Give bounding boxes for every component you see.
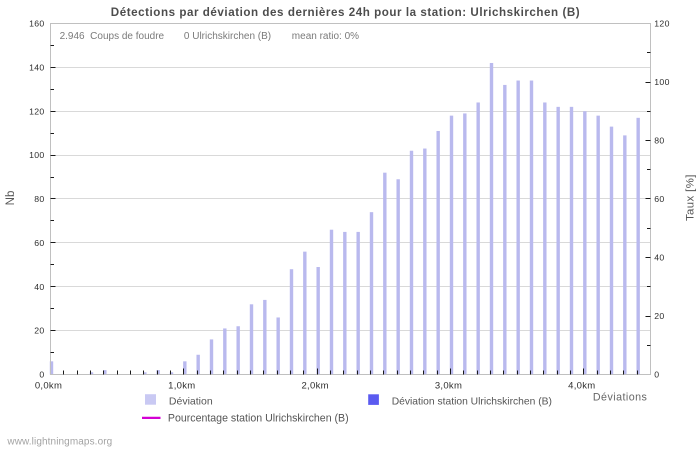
svg-text:40: 40 — [654, 253, 664, 263]
svg-text:4,0km: 4,0km — [568, 381, 595, 392]
svg-text:Nb: Nb — [5, 191, 17, 206]
svg-text:2.946 Coups de foudre: 2.946 Coups de foudre — [60, 31, 165, 42]
svg-text:140: 140 — [29, 62, 44, 72]
svg-text:60: 60 — [34, 238, 44, 248]
svg-text:1,0km: 1,0km — [168, 381, 195, 392]
svg-text:20: 20 — [654, 311, 664, 321]
svg-text:0: 0 — [39, 370, 44, 380]
svg-text:0,0km: 0,0km — [35, 381, 62, 392]
svg-text:160: 160 — [29, 19, 44, 29]
svg-text:2,0km: 2,0km — [301, 381, 328, 392]
svg-text:Taux [%]: Taux [%] — [685, 174, 697, 221]
svg-text:120: 120 — [654, 19, 670, 29]
svg-text:0: 0 — [654, 370, 659, 380]
svg-text:60: 60 — [654, 194, 664, 204]
svg-text:80: 80 — [654, 136, 664, 146]
svg-text:www.lightningmaps.org: www.lightningmaps.org — [6, 437, 112, 448]
svg-text:mean ratio: 0%: mean ratio: 0% — [292, 31, 359, 42]
svg-text:120: 120 — [29, 106, 44, 116]
svg-text:3,0km: 3,0km — [435, 381, 462, 392]
svg-text:40: 40 — [34, 282, 44, 292]
svg-text:0 Ulrichskirchen (B): 0 Ulrichskirchen (B) — [184, 31, 271, 42]
svg-text:Déviation station Ulrichskirch: Déviation station Ulrichskirchen (B) — [392, 396, 552, 407]
svg-text:Pourcentage station Ulrichskir: Pourcentage station Ulrichskirchen (B) — [168, 412, 349, 424]
svg-text:80: 80 — [34, 194, 44, 204]
svg-text:Détections par déviation des d: Détections par déviation des dernières 2… — [111, 6, 580, 19]
svg-text:Déviations: Déviations — [593, 392, 647, 404]
svg-text:100: 100 — [654, 77, 670, 87]
svg-text:Déviation: Déviation — [169, 395, 213, 407]
svg-text:20: 20 — [34, 326, 44, 336]
svg-text:100: 100 — [29, 150, 44, 160]
